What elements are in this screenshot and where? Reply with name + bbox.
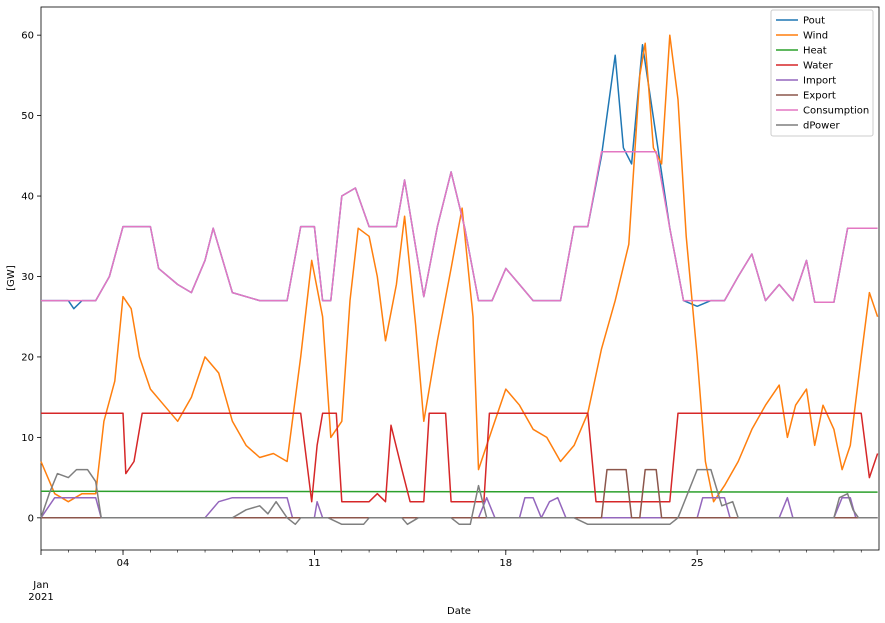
legend-label: Consumption [803, 106, 869, 117]
y-tick-label: 30 [21, 272, 34, 283]
legend: Pout Wind Heat Water Import Export Consumption… [770, 9, 874, 137]
series-line-export [41, 468, 878, 519]
x-tick-label: 25 [691, 558, 704, 569]
series-line-wind [40, 34, 879, 503]
y-tick-label: 50 [21, 111, 34, 122]
series-line-dpower [40, 468, 878, 526]
y-tick-label: 0 [28, 513, 34, 524]
legend-label: Water [803, 61, 833, 72]
legend-label: dPower [803, 121, 840, 132]
series-line-heat [40, 490, 878, 493]
series-line-water [41, 412, 879, 503]
series-line-import [40, 496, 878, 519]
legend-label: Export [803, 91, 836, 102]
x-tick-sublabel: 2021 [28, 592, 53, 603]
series-line-consumption [41, 151, 878, 303]
y-axis-label: [GW] [6, 265, 17, 291]
y-tick-label: 40 [21, 192, 34, 203]
legend-label: Pout [803, 16, 825, 27]
legend-label: Wind [803, 31, 828, 42]
y-axis: 0 10 20 30 40 50 60 [21, 31, 41, 524]
y-tick-label: 60 [21, 31, 34, 42]
x-tick-label: Jan [32, 580, 48, 591]
x-tick-label: 04 [117, 558, 130, 569]
series-lines [40, 34, 879, 526]
x-tick-label: 11 [308, 558, 321, 569]
plot-frame [40, 6, 880, 551]
x-tick-label: 18 [499, 558, 512, 569]
legend-label: Import [803, 76, 836, 87]
y-tick-label: 20 [21, 352, 34, 363]
legend-label: Heat [803, 46, 827, 57]
x-axis-label: Date [447, 606, 471, 617]
legend-box [770, 9, 874, 137]
y-tick-label: 10 [21, 433, 34, 444]
